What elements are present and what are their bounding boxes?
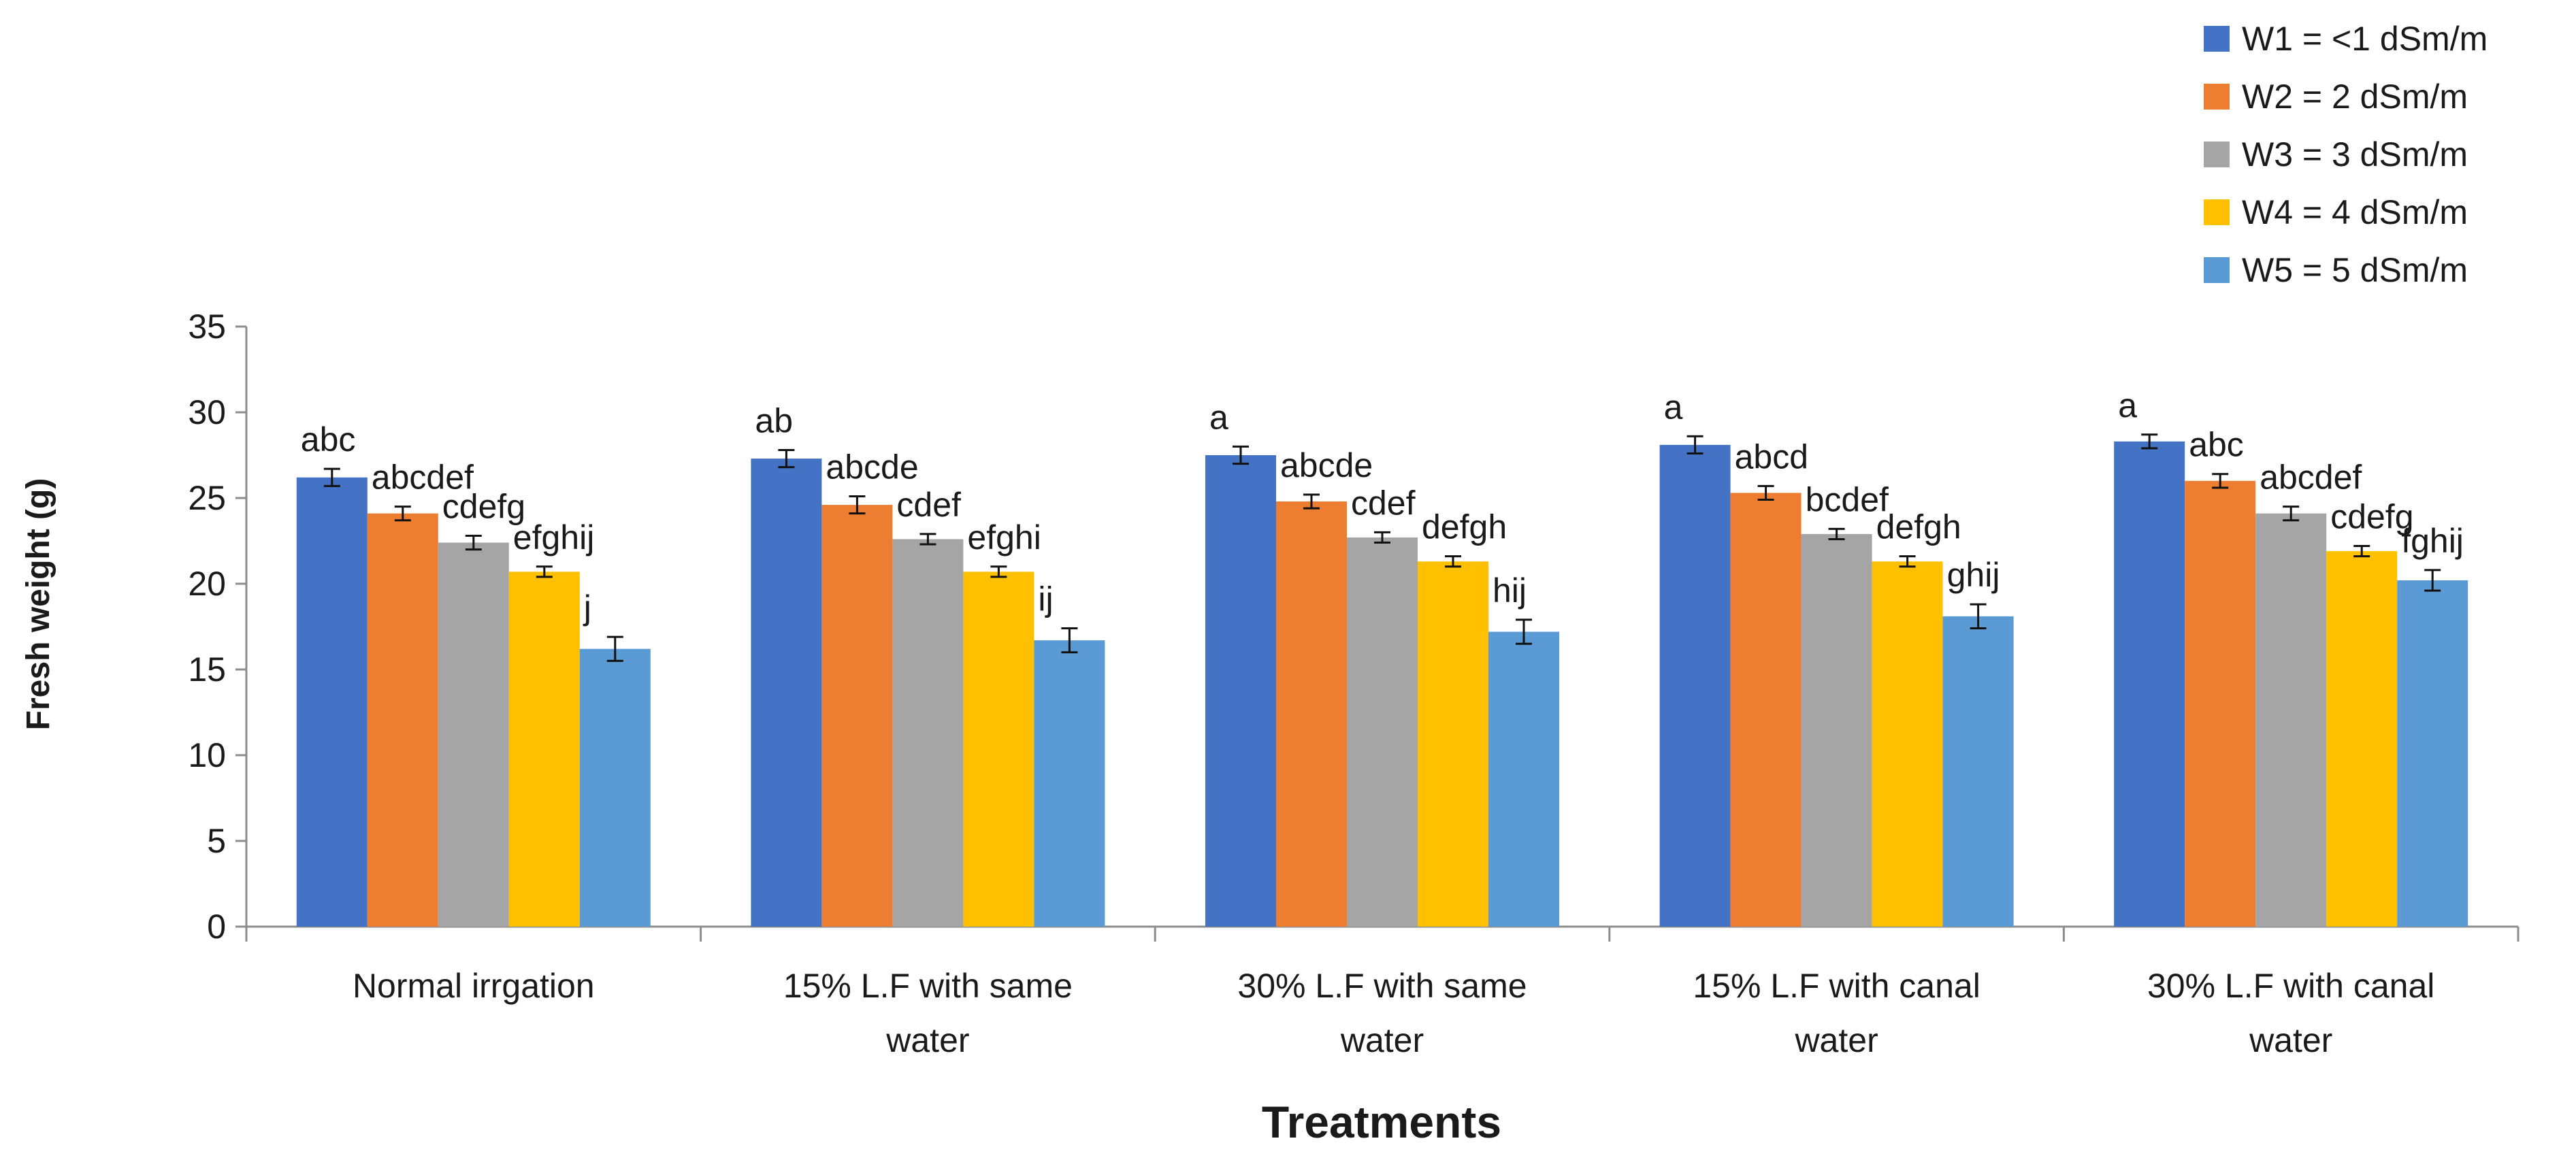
category-label: Normal irrgation <box>353 967 595 1005</box>
legend-swatch <box>2204 26 2230 52</box>
significance-letter: efghi <box>967 518 1041 557</box>
y-tick-label: 10 <box>188 736 226 774</box>
bar-w3-cat-2 <box>892 539 964 927</box>
significance-letter: abcdef <box>372 459 474 497</box>
category-label: 15% L.F with canal <box>1693 967 1980 1005</box>
y-tick-label: 15 <box>188 650 226 689</box>
bar-w2-cat-1 <box>367 513 438 927</box>
significance-letter: defgh <box>1876 508 1961 546</box>
significance-letter: abcd <box>1735 437 1808 476</box>
bar-w4-cat-2 <box>963 571 1034 927</box>
bar-w5-cat-4 <box>1942 616 2014 927</box>
x-axis-title: Treatments <box>1262 1097 1501 1147</box>
y-tick-label: 25 <box>188 479 226 517</box>
significance-letter: bcdef <box>1806 480 1889 518</box>
significance-letter: abcdef <box>2260 459 2362 497</box>
significance-letter: ij <box>1038 580 1053 618</box>
significance-letter: a <box>2118 386 2137 425</box>
significance-letter: a <box>1664 388 1683 426</box>
legend-label: W1 = <1 dSm/m <box>2242 20 2488 58</box>
error-bars-group <box>323 433 2441 662</box>
bar-w5-cat-5 <box>2397 580 2468 927</box>
legend: W1 = <1 dSm/m W2 = 2 dSm/m W3 = 3 dSm/m W4 … <box>2204 20 2488 289</box>
significance-letter: efghij <box>513 518 595 557</box>
y-tick-label: 35 <box>188 308 226 346</box>
legend-label: W5 = 5 dSm/m <box>2242 251 2468 289</box>
significance-letter: fghij <box>2401 522 2464 560</box>
category-labels-group: Normal irrgation 15% L.F with same water 30… <box>353 967 2434 1059</box>
significance-letter: a <box>1209 398 1228 436</box>
significance-letter: defgh <box>1422 508 1507 546</box>
bar-w3-cat-5 <box>2255 513 2327 927</box>
bar-w1-cat-5 <box>2114 441 2185 927</box>
bar-w2-cat-3 <box>1276 501 1347 927</box>
y-tick-label: 5 <box>207 822 226 860</box>
significance-letter: cdef <box>896 486 961 524</box>
significance-letter: ab <box>755 401 793 440</box>
significance-letter: abcde <box>826 448 918 486</box>
legend-swatch <box>2204 199 2230 225</box>
bar-w5-cat-1 <box>579 648 651 927</box>
category-label: water <box>2249 1021 2332 1059</box>
legend-label: W3 = 3 dSm/m <box>2242 135 2468 173</box>
significance-letter: ghij <box>1947 556 2000 594</box>
x-axis <box>245 925 2520 942</box>
bar-w3-cat-1 <box>438 542 509 927</box>
category-label: 30% L.F with canal <box>2147 967 2434 1005</box>
legend-label: W2 = 2 dSm/m <box>2242 78 2468 116</box>
significance-letter: hij <box>1493 571 1527 610</box>
bar-w3-cat-4 <box>1801 533 1872 927</box>
bar-w5-cat-3 <box>1488 631 1559 927</box>
bar-w3-cat-3 <box>1347 537 1418 927</box>
legend-label: W4 = 4 dSm/m <box>2242 193 2468 231</box>
significance-letter: cdefg <box>2330 498 2413 536</box>
legend-swatch <box>2204 84 2230 110</box>
y-axis-title: Fresh weight (g) <box>20 478 56 731</box>
category-label: 15% L.F with same <box>783 967 1073 1005</box>
y-tick-label: 30 <box>188 393 226 431</box>
bar-w2-cat-4 <box>1730 493 1801 927</box>
legend-swatch <box>2204 257 2230 283</box>
bar-w4-cat-5 <box>2326 551 2398 927</box>
significance-letters-group: abc ab a a a abcdef abcde abcde abcd abc cdefg cdef… <box>301 386 2464 627</box>
significance-letter: j <box>583 589 591 627</box>
significance-letter: abcde <box>1280 446 1373 484</box>
significance-letter: abc <box>2189 426 2244 464</box>
bar-w4-cat-1 <box>508 571 580 927</box>
category-label: water <box>1794 1021 1878 1059</box>
legend-swatch <box>2204 142 2230 167</box>
bar-w2-cat-5 <box>2185 480 2256 927</box>
bar-w5-cat-2 <box>1034 640 1105 927</box>
y-tick-label: 0 <box>207 908 226 946</box>
category-label: water <box>885 1021 969 1059</box>
bar-w1-cat-3 <box>1205 455 1276 927</box>
bar-series-group <box>296 441 2468 927</box>
significance-letter: cdefg <box>442 487 525 525</box>
bar-w4-cat-3 <box>1418 561 1488 927</box>
bar-w1-cat-1 <box>296 477 368 927</box>
significance-letter: abc <box>301 420 356 459</box>
category-label: 30% L.F with same <box>1237 967 1527 1005</box>
bar-w4-cat-4 <box>1872 561 1943 927</box>
bar-w1-cat-4 <box>1659 444 1731 927</box>
category-label: water <box>1340 1021 1424 1059</box>
bar-w2-cat-2 <box>821 505 893 927</box>
y-tick-label: 20 <box>188 565 226 603</box>
y-axis: 0 5 10 15 20 25 30 35 <box>188 308 248 946</box>
bar-w1-cat-2 <box>751 459 822 927</box>
significance-letter: cdef <box>1351 484 1416 522</box>
